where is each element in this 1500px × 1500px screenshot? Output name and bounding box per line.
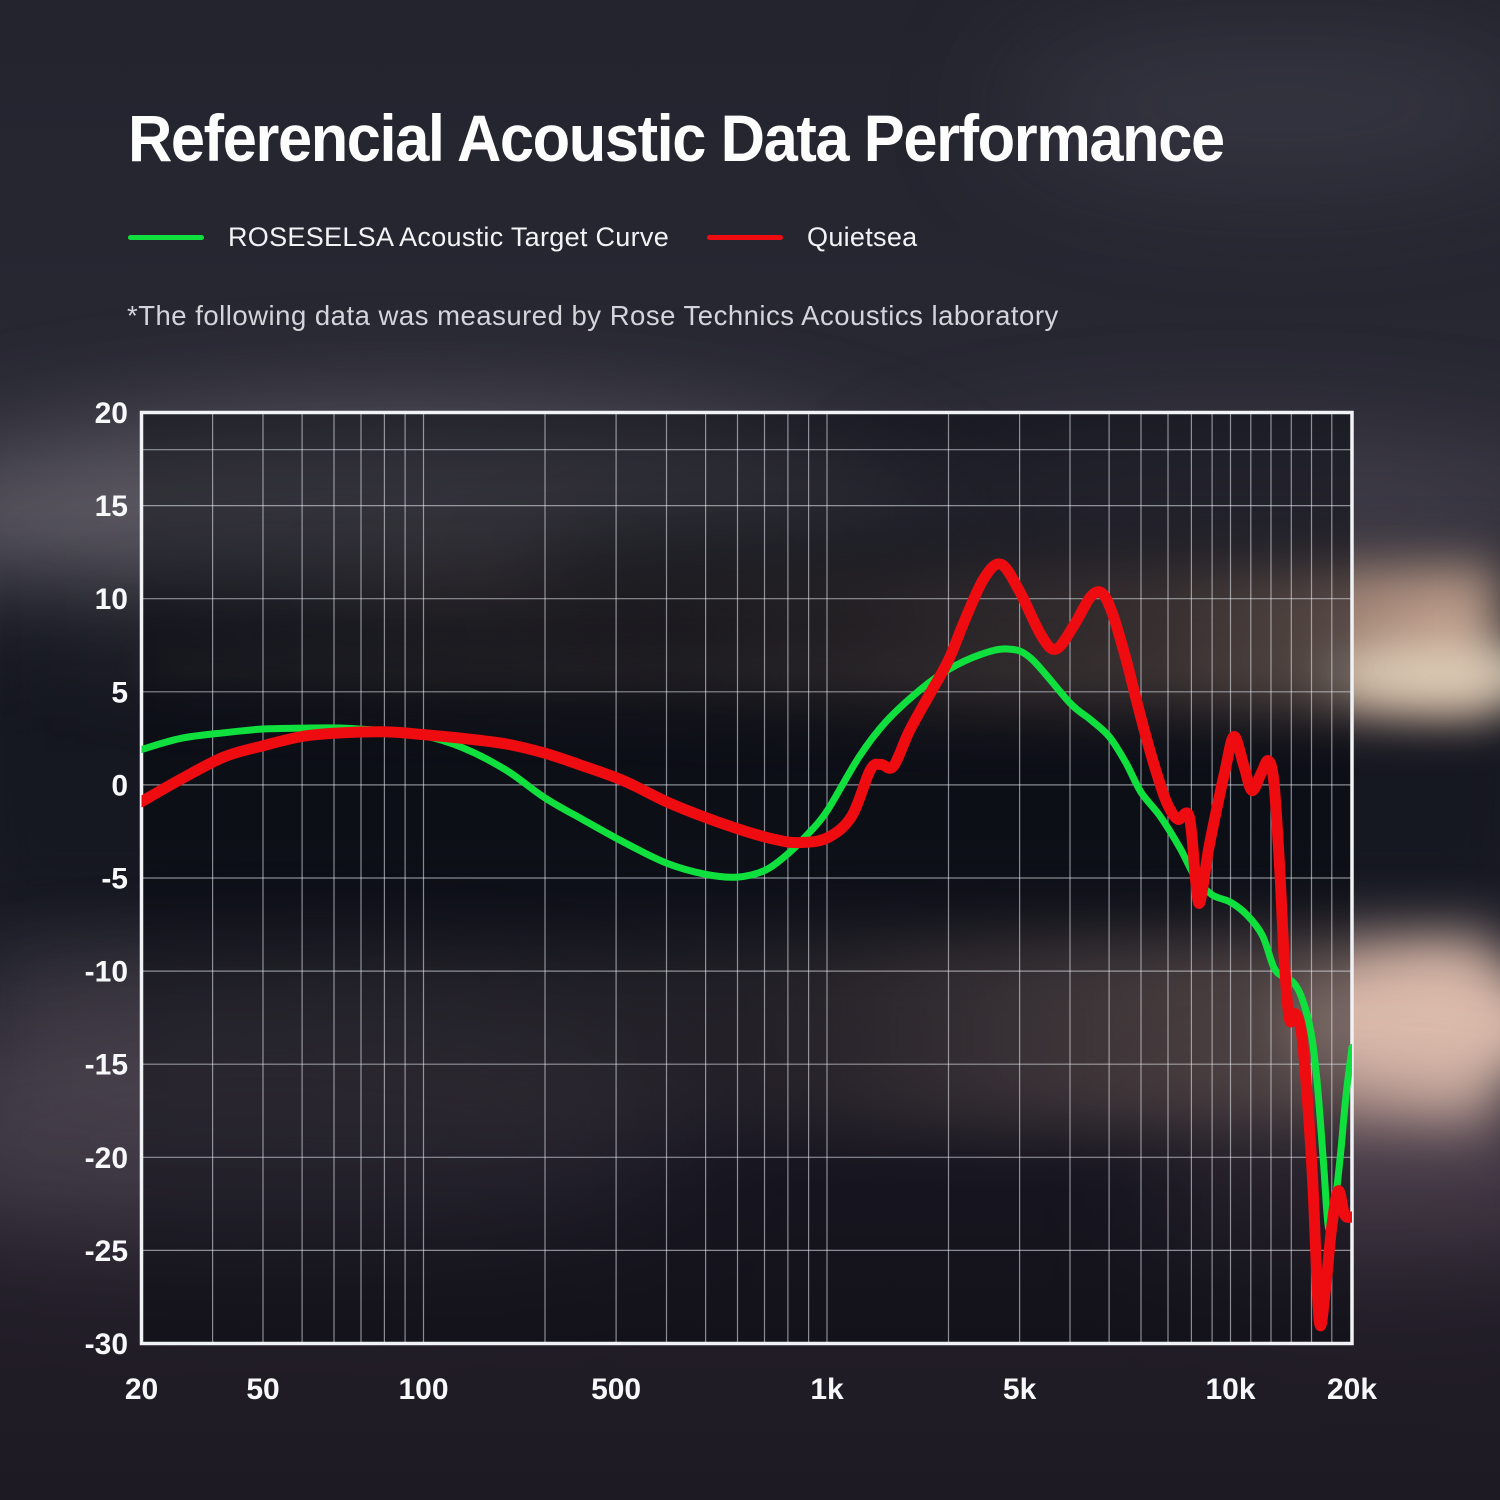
svg-text:20: 20 [95, 397, 128, 430]
svg-text:-30: -30 [85, 1328, 128, 1361]
svg-text:-25: -25 [85, 1235, 128, 1268]
legend-item-target-curve: ROSESELSA Acoustic Target Curve [128, 222, 669, 253]
svg-text:10: 10 [95, 583, 128, 616]
svg-text:10k: 10k [1205, 1373, 1255, 1406]
green-line-swatch [128, 235, 204, 240]
svg-text:1k: 1k [810, 1373, 844, 1406]
svg-text:20: 20 [125, 1373, 158, 1406]
svg-text:-15: -15 [85, 1049, 128, 1082]
legend-item-quietsea: Quietsea [707, 222, 917, 253]
svg-text:0: 0 [111, 769, 128, 802]
svg-text:-5: -5 [101, 863, 128, 896]
svg-text:-10: -10 [85, 956, 128, 989]
svg-text:500: 500 [591, 1373, 641, 1406]
svg-text:-20: -20 [85, 1142, 128, 1175]
svg-text:100: 100 [398, 1373, 448, 1406]
svg-text:50: 50 [246, 1373, 279, 1406]
legend-label: Quietsea [807, 222, 918, 252]
red-line-swatch [707, 235, 784, 240]
svg-text:20k: 20k [1327, 1373, 1377, 1406]
svg-text:5k: 5k [1003, 1373, 1037, 1406]
measurement-note: *The following data was measured by Rose… [127, 300, 1059, 331]
page-title: Referencial Acoustic Data Performance [128, 101, 1225, 175]
svg-text:5: 5 [111, 676, 128, 709]
legend-label: ROSESELSA Acoustic Target Curve [228, 222, 670, 252]
legend: ROSESELSA Acoustic Target Curve Quietsea [128, 222, 917, 253]
svg-text:15: 15 [95, 490, 128, 523]
